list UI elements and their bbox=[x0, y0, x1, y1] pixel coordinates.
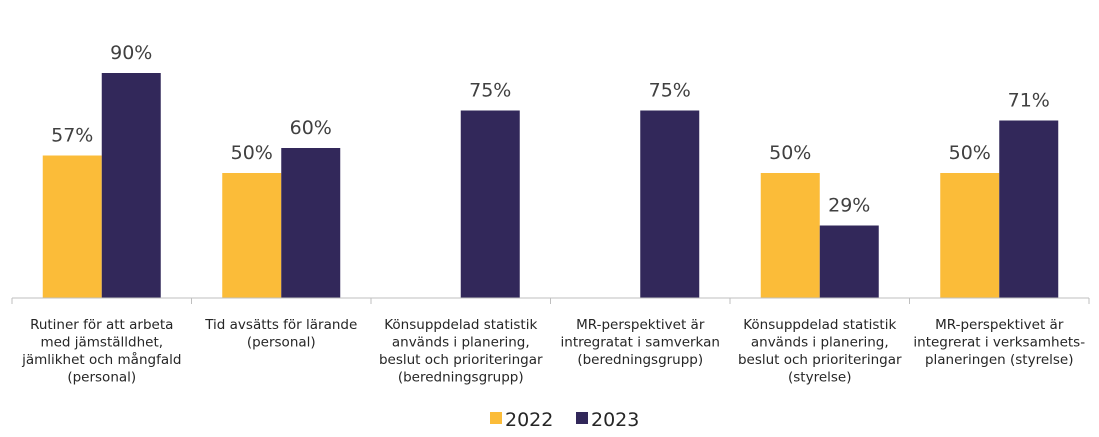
legend-swatch-2023 bbox=[576, 412, 588, 424]
bar-2023-6 bbox=[999, 120, 1059, 298]
category-labels-layer: Rutiner för att arbeta med jämställdhet,j… bbox=[21, 317, 1085, 386]
category-label-5-line-1: Könsuppdelad statistik bbox=[743, 317, 896, 333]
category-label-1-line-1: Rutiner för att arbeta bbox=[30, 317, 173, 333]
data-label-2023-1: 90% bbox=[110, 42, 152, 64]
data-label-2023-4: 75% bbox=[649, 80, 691, 102]
data-labels-layer: 57% 90% 50% 60% 75% 75% 50% 29% 50% 71% bbox=[51, 42, 1050, 217]
legend-label-2023: 2023 bbox=[591, 409, 639, 431]
bars-layer bbox=[42, 73, 1059, 298]
category-label-1-line-2: med jämställdhet, bbox=[40, 335, 163, 351]
data-label-2022-6: 50% bbox=[949, 142, 991, 164]
category-label-2-line-1: Tid avsätts för lärande bbox=[204, 317, 357, 333]
data-label-2023-6: 71% bbox=[1008, 90, 1050, 112]
bar-2023-2 bbox=[281, 148, 341, 298]
bar-2023-4 bbox=[640, 110, 700, 298]
bar-2022-1 bbox=[42, 155, 102, 298]
category-label-4-line-1: MR-perspektivet är bbox=[576, 317, 705, 333]
category-label-5-line-2: används i planering, bbox=[751, 335, 889, 351]
category-label-1-line-4: (personal) bbox=[67, 370, 136, 386]
data-label-2022-5: 50% bbox=[769, 142, 811, 164]
data-label-2023-5: 29% bbox=[828, 195, 870, 217]
bar-2022-6 bbox=[940, 173, 1000, 298]
category-label-3-line-2: används i planering, bbox=[392, 335, 530, 351]
category-label-6-line-2: integrerat i verksamhets- bbox=[913, 335, 1085, 351]
category-label-5-line-4: (styrelse) bbox=[788, 370, 852, 386]
category-label-2-line-2: (personal) bbox=[247, 335, 316, 351]
data-label-2022-2: 50% bbox=[231, 142, 273, 164]
category-label-3-line-3: beslut och prioriteringar bbox=[379, 352, 543, 368]
legend-swatch-2022 bbox=[490, 412, 502, 424]
bar-2023-5 bbox=[819, 225, 879, 298]
bar-2022-2 bbox=[222, 173, 282, 298]
category-label-3-line-1: Könsuppdelad statistik bbox=[384, 317, 537, 333]
category-label-3-line-4: (beredningsgrupp) bbox=[398, 370, 524, 386]
legend: 2022 2023 bbox=[490, 409, 639, 431]
data-label-2023-2: 60% bbox=[290, 117, 332, 139]
category-label-6-line-1: MR-perspektivet är bbox=[935, 317, 1064, 333]
category-label-4-line-3: (beredningsgrupp) bbox=[577, 352, 703, 368]
x-axis bbox=[11, 297, 1090, 304]
category-label-6-line-3: planeringen (styrelse) bbox=[925, 352, 1074, 368]
data-label-2023-3: 75% bbox=[469, 80, 511, 102]
category-label-1-line-3: jämlikhet och mångfald bbox=[21, 351, 181, 368]
bar-2023-3 bbox=[460, 110, 520, 298]
bar-2022-5 bbox=[760, 173, 820, 298]
bar-2023-1 bbox=[101, 73, 161, 298]
category-label-4-line-2: intregratat i samverkan bbox=[561, 335, 720, 351]
data-label-2022-1: 57% bbox=[51, 125, 93, 147]
category-label-5-line-3: beslut och prioriteringar bbox=[738, 352, 902, 368]
legend-label-2022: 2022 bbox=[505, 409, 553, 431]
